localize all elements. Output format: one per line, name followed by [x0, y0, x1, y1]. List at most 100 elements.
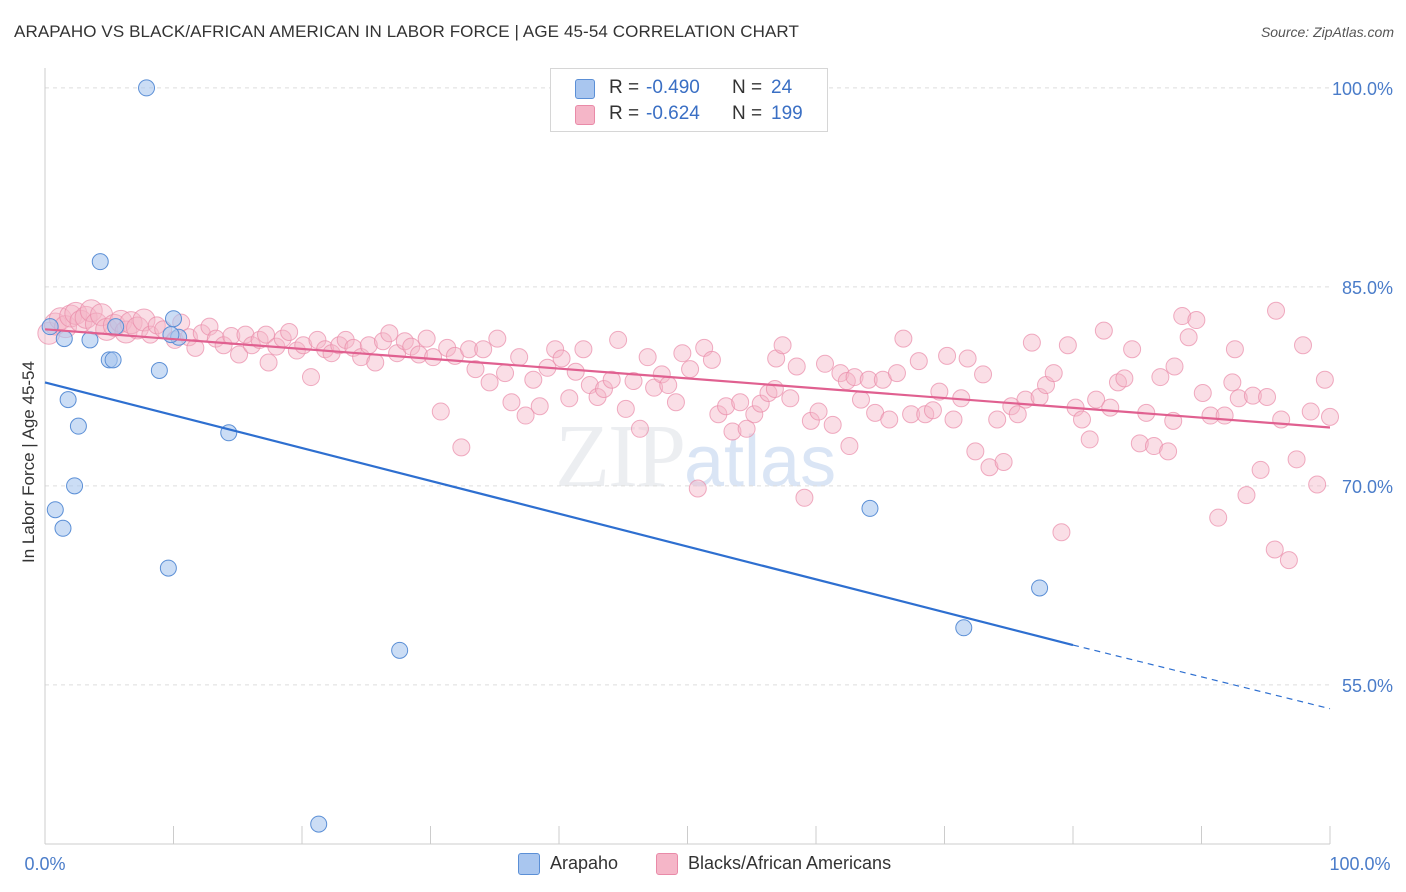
data-point-blacks: [823, 415, 842, 434]
data-point-blacks: [1101, 398, 1120, 417]
data-point-blacks: [1187, 311, 1206, 330]
data-point-blacks: [1115, 369, 1134, 388]
data-point-blacks: [1243, 386, 1262, 405]
y-axis-label: In Labor Force | Age 45-54: [19, 361, 38, 563]
data-point-blacks: [336, 330, 355, 349]
x-tick-label: 0.0%: [24, 854, 65, 874]
chart-source: Source: ZipAtlas.com: [1260, 24, 1394, 40]
axes: [44, 68, 1331, 845]
data-point-blacks: [259, 353, 278, 372]
data-point-blacks: [1225, 340, 1244, 359]
y-tick-label: 70.0%: [1342, 477, 1393, 497]
bottom-legend-swatch-blacks: [656, 853, 678, 875]
data-point-arapaho: [59, 391, 77, 409]
data-point-blacks: [431, 402, 450, 421]
data-point-blacks: [1287, 450, 1306, 469]
data-point-blacks: [574, 340, 593, 359]
data-point-arapaho: [955, 619, 973, 637]
data-point-arapaho: [55, 330, 73, 348]
data-point-blacks: [737, 419, 756, 438]
legend-r-label: R =: [609, 103, 640, 124]
grid: [45, 87, 1330, 686]
data-point-blacks: [723, 422, 742, 441]
data-point-blacks: [510, 348, 529, 367]
data-point-blacks: [1179, 328, 1198, 347]
trend-line-arapaho-extension: [1072, 644, 1331, 710]
data-point-blacks: [1229, 389, 1248, 408]
data-point-blacks: [909, 352, 928, 371]
data-point-blacks: [974, 365, 993, 384]
data-point-blacks: [1072, 410, 1091, 429]
data-point-blacks: [1022, 333, 1041, 352]
data-point-blacks: [474, 340, 493, 359]
legend-r-label: R =: [609, 77, 640, 98]
data-point-arapaho: [91, 253, 109, 271]
trend-lines: [44, 328, 1331, 710]
data-point-blacks: [366, 353, 385, 372]
data-point-arapaho: [150, 361, 168, 379]
data-point-blacks: [1173, 307, 1192, 326]
data-point-blacks: [815, 354, 834, 373]
data-point-blacks: [1265, 540, 1284, 559]
data-point-blacks: [1258, 387, 1277, 406]
data-point-blacks: [652, 365, 671, 384]
data-point-blacks: [994, 452, 1013, 471]
x-tick-label: 100.0%: [1329, 854, 1390, 874]
data-point-blacks: [1223, 373, 1242, 392]
data-point-blacks: [1159, 442, 1178, 461]
data-point-blacks: [1080, 430, 1099, 449]
data-point-arapaho: [81, 331, 99, 349]
data-point-blacks: [930, 382, 949, 401]
data-point-blacks: [840, 437, 859, 456]
data-point-blacks: [717, 397, 736, 416]
data-point-blacks: [380, 324, 399, 343]
data-point-blacks: [1308, 475, 1327, 494]
data-point-blacks: [630, 419, 649, 438]
legend-n-value: 199: [771, 103, 803, 124]
data-point-blacks: [801, 411, 820, 430]
trend-line-blacks: [44, 328, 1331, 429]
data-point-blacks: [1123, 340, 1142, 359]
series-arapaho-points: [41, 79, 1049, 833]
data-point-blacks: [809, 402, 828, 421]
legend-r-value: -0.490: [646, 77, 700, 98]
data-point-blacks: [851, 390, 870, 409]
data-point-arapaho: [391, 641, 409, 659]
data-point-blacks: [132, 308, 156, 332]
data-point-blacks: [887, 364, 906, 383]
data-point-blacks: [1267, 301, 1286, 320]
data-point-arapaho: [1031, 579, 1049, 597]
data-point-blacks: [1151, 368, 1170, 387]
data-point-blacks: [1130, 434, 1149, 453]
data-point-blacks: [731, 393, 750, 412]
data-point-blacks: [496, 364, 515, 383]
data-point-arapaho: [107, 318, 125, 336]
data-point-blacks: [1272, 410, 1291, 429]
legend-n-value: 24: [771, 77, 793, 98]
data-point-blacks: [709, 405, 728, 424]
data-point-blacks: [546, 340, 565, 359]
data-point-blacks: [624, 372, 643, 391]
data-point-blacks: [673, 344, 692, 363]
legend-r-value: -0.624: [646, 103, 700, 124]
data-point-blacks: [280, 322, 299, 341]
data-point-blacks: [944, 410, 963, 429]
data-point-blacks: [1165, 357, 1184, 376]
data-point-blacks: [659, 376, 678, 395]
data-point-blacks: [1008, 405, 1027, 424]
data-point-arapaho: [54, 519, 72, 537]
data-point-blacks: [402, 337, 421, 356]
data-point-blacks: [638, 348, 657, 367]
watermark: ZIPatlas: [555, 405, 836, 508]
data-point-blacks: [301, 368, 320, 387]
bottom-legend-label-arapaho: Arapaho: [550, 853, 619, 873]
data-point-blacks: [1279, 551, 1298, 570]
data-point-blacks: [781, 389, 800, 408]
data-point-blacks: [552, 349, 571, 368]
data-point-blacks: [923, 401, 942, 420]
data-point-blacks: [1315, 370, 1334, 389]
data-point-blacks: [1321, 407, 1339, 426]
legend-n-label: N =: [732, 77, 763, 98]
y-tick-label: 85.0%: [1342, 278, 1393, 298]
data-point-blacks: [988, 410, 1007, 429]
